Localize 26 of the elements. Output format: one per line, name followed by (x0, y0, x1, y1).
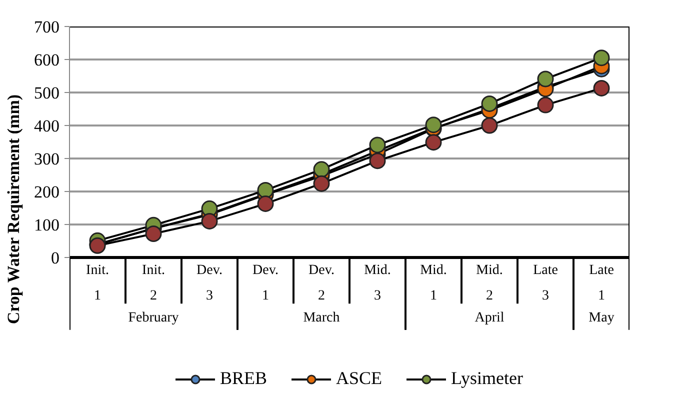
text: May (588, 310, 614, 326)
legend-label: Lysimeter (451, 368, 524, 389)
x-tick-label: Dev. 2 (308, 263, 334, 304)
x-tick-label: Late 3 (533, 263, 558, 304)
text: March (303, 310, 340, 326)
legend-label: ASCE (336, 368, 382, 389)
x-tick-label: Init. 1 (86, 263, 109, 304)
y-tick-label: 700 (34, 18, 60, 36)
y-tick-label: 600 (34, 50, 60, 70)
y-tick-label: 0 (51, 248, 60, 268)
y-axis-title: Crop Water Requirement (mm) (4, 94, 23, 324)
y-tick-label: 400 (34, 116, 60, 136)
y-tick-label: 300 (34, 150, 60, 169)
y-tick-label: 200 (34, 182, 60, 202)
y-tick-label: 500 (34, 84, 60, 103)
text: February (128, 310, 179, 326)
legend-label: BREB (220, 368, 268, 389)
x-tick-label: Init. 2 (142, 263, 165, 304)
y-tick-label: 100 (34, 216, 60, 235)
x-tick-label: Dev. 3 (196, 263, 222, 304)
x-tick-label: Mid. 3 (364, 263, 391, 304)
x-tick-label: Late 1 (589, 263, 614, 304)
x-tick-label: Dev. 1 (252, 263, 278, 304)
text: April (474, 310, 504, 326)
x-tick-label: Mid. 2 (476, 263, 503, 304)
x-tick-label: Mid. 1 (420, 263, 447, 304)
